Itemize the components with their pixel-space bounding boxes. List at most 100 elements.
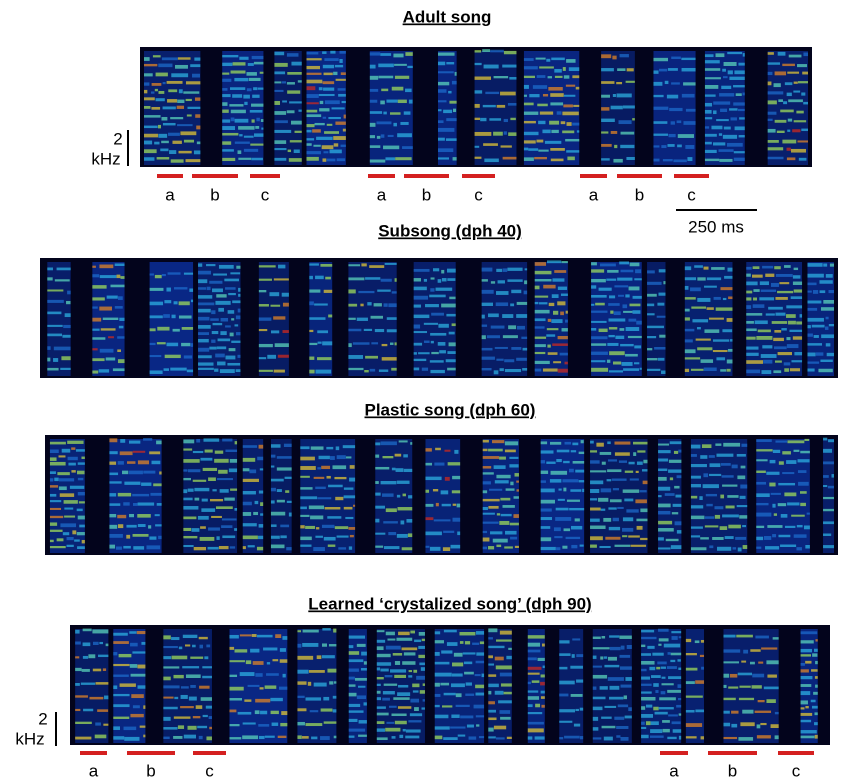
harmonic xyxy=(230,333,234,337)
harmonic xyxy=(658,469,667,471)
harmonic xyxy=(455,72,457,76)
harmonic xyxy=(322,628,330,631)
harmonic xyxy=(438,342,446,346)
harmonic xyxy=(528,728,544,732)
harmonic xyxy=(707,277,721,280)
harmonic xyxy=(247,88,252,91)
harmonic xyxy=(493,539,508,543)
harmonic xyxy=(691,547,707,550)
harmonic xyxy=(150,355,162,357)
harmonic xyxy=(361,263,366,266)
harmonic xyxy=(746,297,751,300)
harmonic xyxy=(705,134,717,137)
harmonic xyxy=(392,736,396,739)
harmonic xyxy=(375,455,379,458)
harmonic xyxy=(163,707,177,709)
harmonic xyxy=(263,648,277,651)
harmonic xyxy=(163,697,173,699)
harmonic xyxy=(359,720,367,723)
harmonic xyxy=(750,662,755,665)
harmonic xyxy=(212,489,216,491)
harmonic xyxy=(735,537,746,540)
harmonic xyxy=(367,302,371,305)
harmonic xyxy=(697,347,712,350)
harmonic xyxy=(768,119,773,121)
harmonic xyxy=(182,327,193,330)
harmonic xyxy=(126,525,136,528)
harmonic xyxy=(564,75,569,78)
harmonic xyxy=(418,655,425,658)
harmonic xyxy=(324,73,333,76)
harmonic xyxy=(375,506,385,509)
harmonic xyxy=(300,525,304,528)
harmonic xyxy=(474,705,484,709)
harmonic xyxy=(383,521,398,523)
harmonic xyxy=(250,144,263,146)
harmonic xyxy=(321,466,330,469)
harmonic xyxy=(551,319,562,323)
harmonic xyxy=(571,694,583,697)
syllable-label: c xyxy=(205,761,214,780)
harmonic xyxy=(805,661,811,664)
harmonic xyxy=(179,315,192,318)
harmonic xyxy=(334,143,339,146)
harmonic xyxy=(271,455,275,458)
harmonic xyxy=(653,707,658,711)
harmonic xyxy=(616,82,622,84)
harmonic xyxy=(820,290,826,293)
harmonic xyxy=(604,706,616,708)
harmonic xyxy=(654,347,665,350)
harmonic xyxy=(249,469,256,473)
harmonic xyxy=(609,351,625,355)
harmonic xyxy=(546,334,555,336)
harmonic xyxy=(640,538,647,540)
harmonic xyxy=(631,545,647,547)
harmonic xyxy=(199,686,209,689)
harmonic xyxy=(117,336,124,338)
time-scale-label: 250 ms xyxy=(688,217,744,236)
harmonic xyxy=(150,302,163,306)
harmonic xyxy=(50,478,53,481)
harmonic xyxy=(488,691,491,695)
harmonic xyxy=(551,159,564,162)
harmonic xyxy=(541,547,556,550)
harmonic xyxy=(685,349,696,353)
harmonic xyxy=(509,77,516,80)
harmonic xyxy=(686,668,698,671)
harmonic xyxy=(330,456,335,460)
harmonic xyxy=(781,514,788,518)
syllable-label: b xyxy=(635,185,644,204)
harmonic xyxy=(543,285,555,289)
harmonic xyxy=(236,315,241,319)
harmonic xyxy=(719,159,732,162)
harmonic xyxy=(815,661,818,664)
harmonic xyxy=(761,290,776,292)
harmonic xyxy=(92,629,108,633)
harmonic xyxy=(705,117,712,119)
harmonic xyxy=(329,644,336,646)
harmonic xyxy=(243,95,250,99)
harmonic xyxy=(775,712,779,714)
harmonic xyxy=(286,547,291,550)
harmonic xyxy=(679,636,681,638)
harmonic xyxy=(204,656,208,659)
harmonic xyxy=(697,327,701,329)
harmonic xyxy=(190,685,196,688)
harmonic xyxy=(317,655,322,659)
harmonic xyxy=(724,276,732,279)
harmonic xyxy=(113,368,125,371)
harmonic xyxy=(488,449,503,452)
harmonic xyxy=(791,149,806,153)
harmonic xyxy=(322,158,326,161)
harmonic xyxy=(593,727,599,731)
harmonic xyxy=(651,721,659,725)
harmonic xyxy=(502,65,516,68)
harmonic xyxy=(425,477,441,480)
harmonic xyxy=(452,490,460,493)
harmonic xyxy=(496,302,508,306)
harmonic xyxy=(118,461,124,465)
harmonic xyxy=(609,370,623,372)
harmonic xyxy=(275,634,281,638)
harmonic xyxy=(728,296,732,299)
harmonic xyxy=(756,513,771,517)
